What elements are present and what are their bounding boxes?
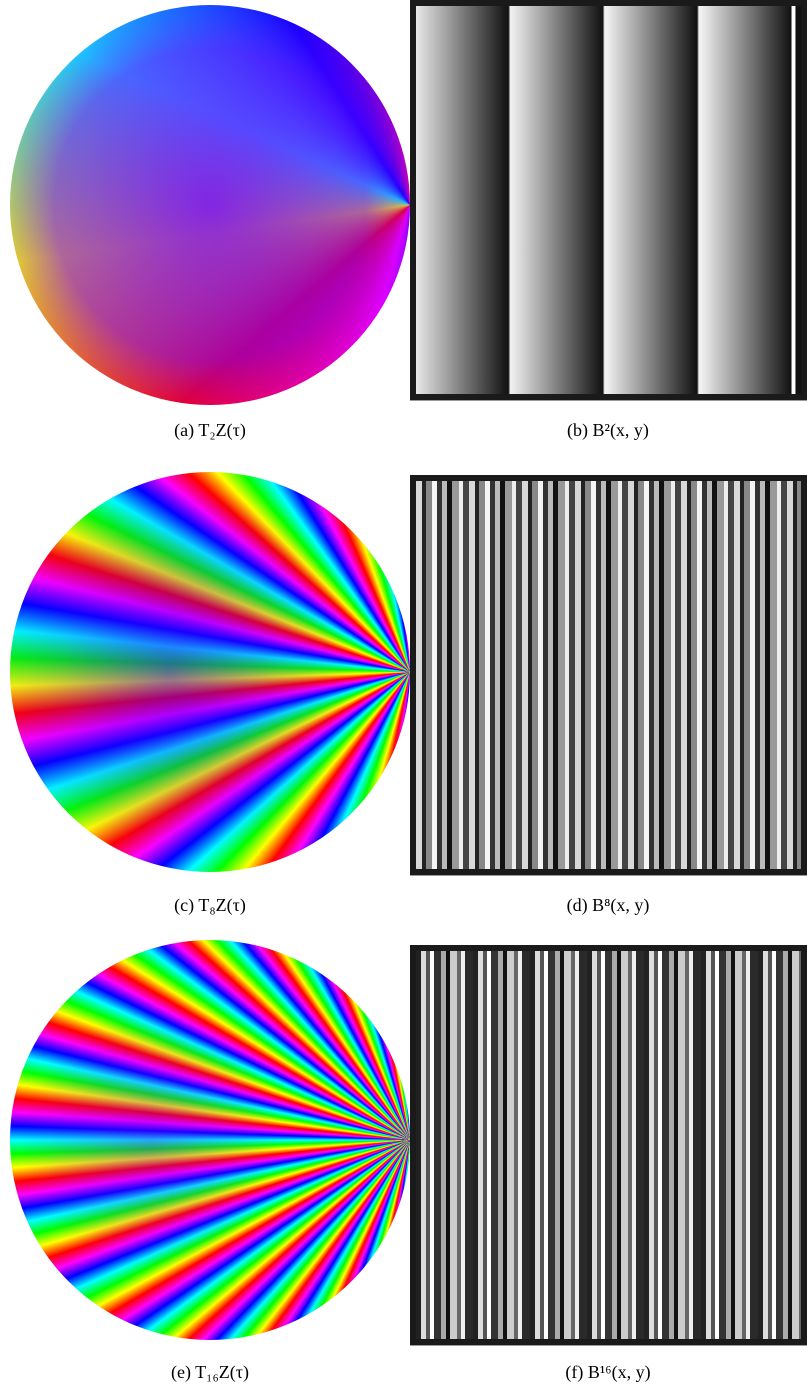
stripe-image <box>410 475 807 875</box>
phase-plot <box>10 5 410 405</box>
rule <box>410 1345 807 1346</box>
caption: (d) B⁸(x, y) <box>566 895 650 915</box>
phase-plot <box>10 472 410 872</box>
caption: (a) T₂Z(τ) <box>174 420 246 440</box>
caption: (e) T₁₆Z(τ) <box>171 1362 249 1382</box>
caption: (b) B²(x, y) <box>567 420 649 440</box>
stripe-image <box>410 0 807 400</box>
rule <box>410 400 807 401</box>
caption: (f) B¹⁶(x, y) <box>565 1362 651 1382</box>
phase-plot <box>10 940 410 1340</box>
rule <box>410 875 807 876</box>
stripe-image <box>410 945 807 1345</box>
caption: (c) T₈Z(τ) <box>174 895 246 915</box>
